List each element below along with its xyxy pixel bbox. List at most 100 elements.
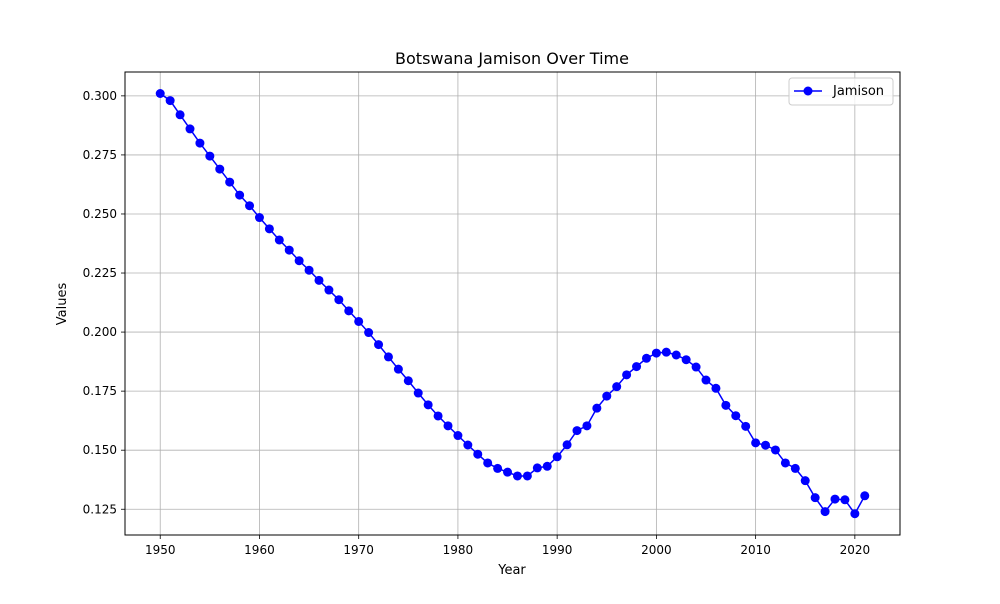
y-tick-label: 0.300	[83, 89, 117, 103]
y-tick-layer: 0.125 0.150 0.175 0.200 0.225 0.250 0.275 0.300	[83, 89, 125, 516]
data-point	[354, 316, 364, 326]
data-point	[701, 375, 711, 385]
data-point	[443, 421, 453, 431]
data-point	[503, 467, 513, 477]
data-point	[622, 370, 632, 380]
data-point	[612, 382, 622, 392]
data-point	[562, 440, 572, 450]
data-point	[264, 224, 274, 234]
data-point	[800, 476, 810, 486]
x-tick-label: 1970	[343, 543, 374, 557]
data-point	[721, 400, 731, 410]
x-tick-label: 1990	[542, 543, 573, 557]
data-point	[453, 431, 463, 441]
data-point	[383, 352, 393, 362]
legend: Jamison	[788, 77, 894, 106]
data-point	[294, 256, 304, 266]
data-point	[770, 445, 780, 455]
data-point	[572, 426, 582, 436]
data-point	[711, 383, 721, 393]
legend-label: Jamison	[832, 84, 884, 99]
data-point	[671, 350, 681, 360]
data-point	[473, 449, 483, 459]
data-point	[602, 391, 612, 401]
chart-title: Botswana Jamison Over Time	[395, 49, 629, 68]
data-point	[840, 495, 850, 505]
data-point	[830, 494, 840, 504]
x-tick-layer: 1950 1960 1970 1980 1990 2000 2010 2020	[145, 535, 870, 557]
data-point	[850, 509, 860, 519]
x-tick-label: 1980	[443, 543, 474, 557]
data-point	[483, 458, 493, 468]
data-point	[175, 110, 185, 120]
data-point	[393, 364, 403, 374]
y-tick-label: 0.125	[83, 502, 117, 516]
data-point	[304, 265, 314, 275]
data-point	[731, 411, 741, 421]
data-point	[344, 306, 354, 316]
data-point	[364, 328, 374, 338]
data-point	[284, 245, 294, 255]
y-tick-label: 0.250	[83, 207, 117, 221]
data-point	[403, 376, 413, 386]
data-point	[274, 235, 284, 245]
data-point	[245, 201, 255, 211]
plot-frame	[124, 71, 901, 536]
data-point	[751, 438, 761, 448]
data-point	[512, 471, 522, 481]
data-point	[641, 353, 651, 363]
data-point	[790, 463, 800, 473]
x-tick-label: 1960	[244, 543, 275, 557]
x-tick-label: 2020	[840, 543, 871, 557]
data-point	[493, 463, 503, 473]
data-point	[741, 421, 751, 431]
x-tick-label: 2010	[740, 543, 771, 557]
data-point	[205, 151, 215, 161]
data-point	[195, 138, 205, 148]
data-point	[632, 362, 642, 372]
data-point	[225, 177, 235, 187]
data-point	[334, 295, 344, 305]
data-point	[215, 164, 225, 174]
legend-marker-swatch	[803, 86, 813, 96]
x-tick-label: 1950	[145, 543, 176, 557]
data-point	[433, 411, 443, 421]
data-point	[582, 421, 592, 431]
y-tick-label: 0.200	[83, 325, 117, 339]
y-tick-label: 0.225	[83, 266, 117, 280]
data-point	[522, 471, 532, 481]
data-point	[780, 458, 790, 468]
series-layer	[155, 88, 870, 519]
grid-layer	[125, 72, 900, 535]
data-point	[324, 285, 334, 295]
data-point	[165, 96, 175, 106]
data-point	[661, 347, 671, 357]
data-point	[860, 491, 870, 501]
x-tick-label: 2000	[641, 543, 672, 557]
legend-box	[788, 77, 894, 106]
data-point	[314, 275, 324, 285]
data-point	[810, 493, 820, 503]
y-tick-label: 0.175	[83, 384, 117, 398]
data-point	[761, 440, 771, 450]
data-point	[592, 403, 602, 413]
data-point	[254, 213, 264, 223]
data-point	[413, 388, 423, 398]
y-tick-label: 0.150	[83, 443, 117, 457]
data-point	[423, 400, 433, 410]
data-point	[235, 190, 245, 200]
data-point	[691, 362, 701, 372]
x-axis-label: Year	[497, 563, 526, 578]
data-point	[651, 348, 661, 358]
data-point	[532, 463, 542, 473]
data-point	[681, 355, 691, 365]
y-tick-label: 0.275	[83, 148, 117, 162]
data-point	[185, 124, 195, 134]
data-point	[542, 461, 552, 471]
data-point	[155, 88, 165, 98]
data-point	[552, 452, 562, 462]
data-point	[463, 440, 473, 450]
data-point	[820, 507, 830, 517]
